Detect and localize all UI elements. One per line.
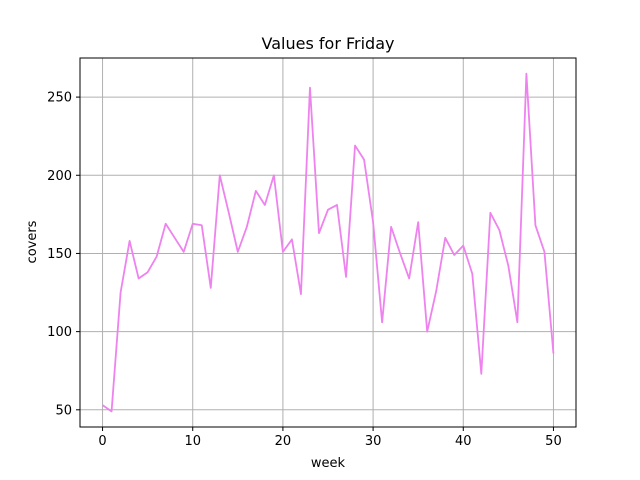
y-tick-label: 200	[47, 169, 72, 184]
y-axis-label: covers	[25, 220, 40, 263]
x-tick-label: 10	[184, 434, 201, 449]
y-tick-label: 100	[47, 325, 72, 340]
y-tick-label: 250	[47, 91, 72, 106]
axis-ticks: 0 10 20 30 40 50 50 100 150 200 250	[47, 91, 562, 449]
chart-title: Values for Friday	[262, 34, 395, 53]
x-axis-label: week	[311, 456, 346, 471]
series-layer	[102, 72, 555, 413]
x-tick-label: 30	[365, 434, 382, 449]
x-tick-label: 40	[455, 434, 472, 449]
x-tick-label: 50	[545, 434, 562, 449]
y-tick-label: 50	[55, 403, 72, 418]
plot-frame	[79, 57, 577, 428]
series-line	[102, 72, 555, 413]
grid-lines	[80, 58, 576, 427]
x-tick-label: 20	[275, 434, 292, 449]
y-tick-label: 150	[47, 247, 72, 262]
x-tick-label: 0	[98, 434, 106, 449]
